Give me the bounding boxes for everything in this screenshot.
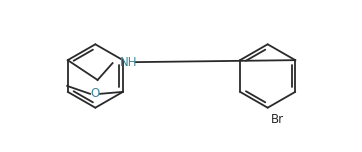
- Text: NH: NH: [119, 56, 137, 69]
- Text: O: O: [90, 87, 100, 100]
- Text: Br: Br: [271, 113, 284, 126]
